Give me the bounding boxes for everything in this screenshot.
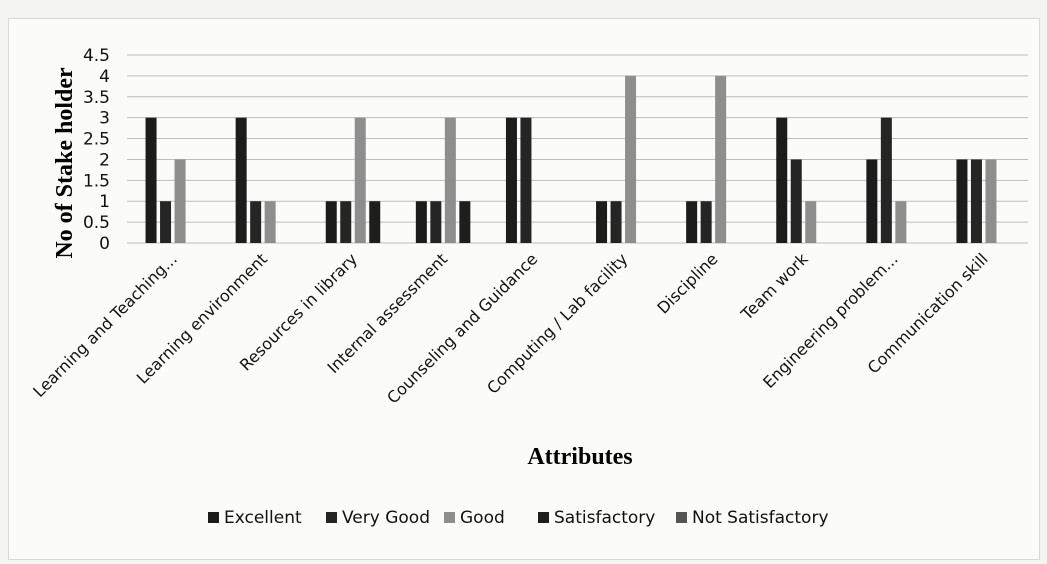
chart-frame: [8, 18, 1040, 560]
bar-satisfactory: [369, 201, 381, 243]
bar-excellent: [415, 201, 427, 243]
y-tick-label: 4.5: [83, 46, 110, 66]
bar-excellent: [325, 201, 337, 243]
bar-very-good: [880, 117, 892, 243]
bar-good: [895, 201, 907, 243]
legend-swatch: [444, 512, 455, 523]
bar-very-good: [970, 159, 982, 243]
bar-good: [444, 117, 456, 243]
bar-excellent: [145, 117, 157, 243]
x-tick-label: Learning and Teaching...: [29, 249, 181, 401]
y-tick-label: 2: [99, 150, 110, 170]
bar-excellent: [866, 159, 878, 243]
bar-good: [174, 159, 186, 243]
legend-swatch: [538, 512, 549, 523]
legend-label: Not Satisfactory: [692, 508, 829, 528]
legend-swatch: [208, 512, 219, 523]
bar-very-good: [340, 201, 352, 243]
bar-satisfactory: [459, 201, 471, 243]
y-axis-label: No of Stake holder: [52, 67, 78, 259]
y-tick-label: 3: [99, 109, 110, 129]
y-tick-label: 0: [99, 234, 110, 254]
y-tick-label: 0.5: [83, 213, 110, 233]
x-axis-ticks: Learning and Teaching...Learning environ…: [29, 249, 991, 408]
bar-very-good: [610, 201, 622, 243]
bar-very-good: [520, 117, 532, 243]
bars: [145, 75, 997, 243]
y-tick-label: 4: [99, 67, 110, 87]
y-tick-label: 3.5: [83, 88, 110, 108]
legend-swatch: [326, 512, 337, 523]
bar-excellent: [956, 159, 968, 243]
bar-very-good: [160, 201, 172, 243]
bar-good: [625, 75, 637, 243]
bar-excellent: [596, 201, 608, 243]
legend-label: Good: [460, 508, 505, 528]
x-tick-label: Discipline: [653, 249, 721, 317]
bar-good: [264, 201, 276, 243]
bar-very-good: [790, 159, 802, 243]
legend-label: Very Good: [342, 508, 430, 528]
x-tick-label: Counseling and Guidance: [383, 249, 541, 407]
x-axis-label: Attributes: [527, 444, 632, 470]
bar-good: [805, 201, 817, 243]
bar-good: [715, 75, 727, 243]
bar-good: [985, 159, 997, 243]
y-tick-label: 2.5: [83, 130, 110, 150]
bar-excellent: [776, 117, 788, 243]
legend-label: Satisfactory: [554, 508, 655, 528]
bar-good: [354, 117, 366, 243]
legend-label: Excellent: [224, 508, 302, 528]
x-tick-label: Team work: [737, 249, 813, 325]
bar-very-good: [430, 201, 442, 243]
legend: Excellent Very Good Good Satisfactory Not Sa…: [208, 508, 829, 528]
y-axis-ticks: 00.511.522.533.544.5: [83, 46, 110, 254]
legend-swatch: [676, 512, 687, 523]
y-tick-label: 1: [99, 192, 110, 212]
bar-very-good: [250, 201, 262, 243]
bar-very-good: [700, 201, 712, 243]
gridlines: [127, 54, 1028, 244]
y-tick-label: 1.5: [83, 171, 110, 191]
bar-excellent: [235, 117, 247, 243]
bar-excellent: [686, 201, 698, 243]
bar-excellent: [505, 117, 517, 243]
